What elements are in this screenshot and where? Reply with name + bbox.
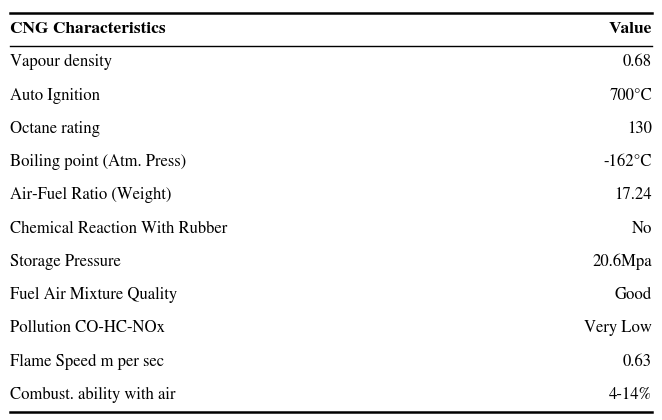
- Text: 17.24: 17.24: [614, 187, 652, 203]
- Text: 20.6Mpa: 20.6Mpa: [592, 254, 652, 270]
- Text: Very Low: Very Low: [584, 320, 652, 336]
- Text: Value: Value: [608, 22, 652, 36]
- Text: 130: 130: [627, 121, 652, 137]
- Text: Flame Speed m per sec: Flame Speed m per sec: [10, 354, 164, 370]
- Text: Auto Ignition: Auto Ignition: [10, 88, 100, 104]
- Text: Vapour density: Vapour density: [10, 55, 112, 71]
- Text: Octane rating: Octane rating: [10, 121, 100, 137]
- Text: -162°C: -162°C: [604, 154, 652, 170]
- Text: 0.68: 0.68: [623, 55, 652, 71]
- Text: 0.63: 0.63: [623, 354, 652, 370]
- Text: Chemical Reaction With Rubber: Chemical Reaction With Rubber: [10, 221, 227, 237]
- Text: Storage Pressure: Storage Pressure: [10, 254, 120, 270]
- Text: 700°C: 700°C: [609, 88, 652, 104]
- Text: Combust. ability with air: Combust. ability with air: [10, 387, 175, 403]
- Text: Fuel Air Mixture Quality: Fuel Air Mixture Quality: [10, 287, 177, 303]
- Text: Air-Fuel Ratio (Weight): Air-Fuel Ratio (Weight): [10, 187, 171, 204]
- Text: Pollution CO-HC-NOx: Pollution CO-HC-NOx: [10, 320, 165, 336]
- Text: Boiling point (Atm. Press): Boiling point (Atm. Press): [10, 154, 186, 170]
- Text: No: No: [632, 221, 652, 237]
- Text: CNG Characteristics: CNG Characteristics: [10, 22, 166, 36]
- Text: Good: Good: [615, 287, 652, 303]
- Text: 4-14%: 4-14%: [609, 387, 652, 403]
